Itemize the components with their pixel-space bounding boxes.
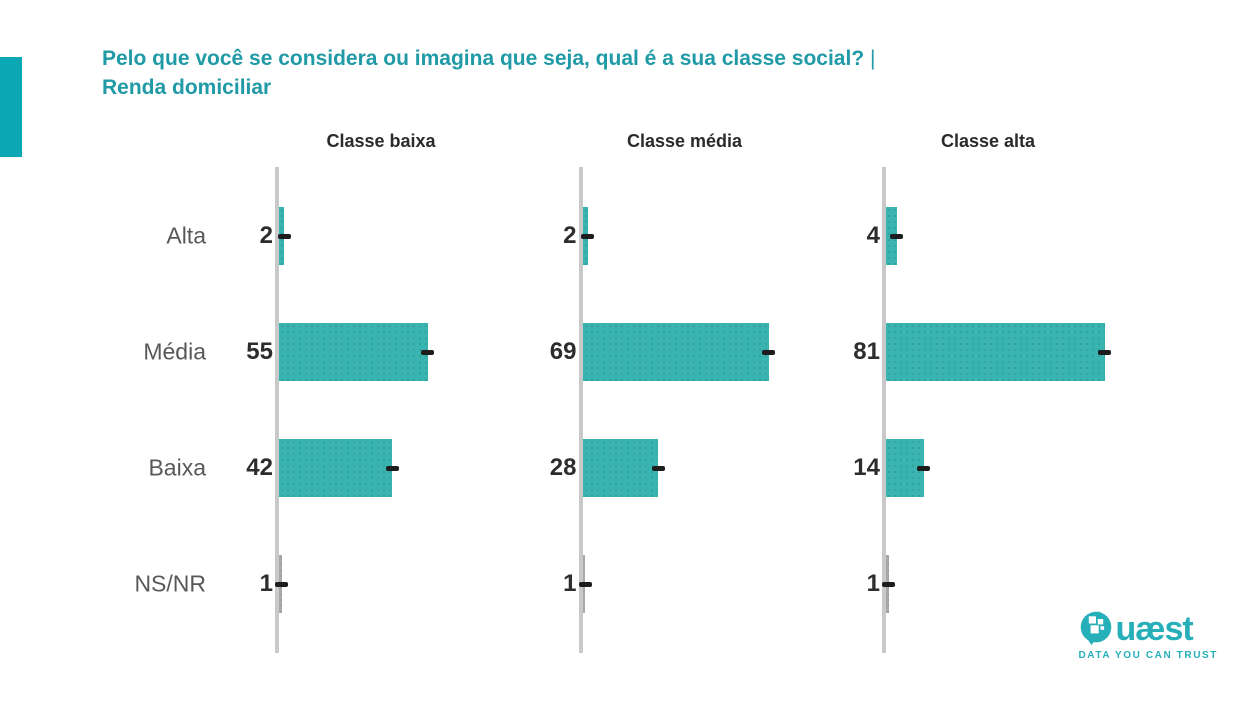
value-dash-marker: [421, 349, 434, 355]
value-label: 1: [866, 570, 880, 597]
value-dash-marker: [385, 465, 399, 471]
value-label: 2: [259, 222, 273, 249]
value-dash-marker: [1098, 349, 1112, 355]
row-label-alta: Alta: [166, 222, 206, 249]
value-dash-marker: [651, 465, 665, 471]
row-label-baixa: Baixa: [148, 454, 206, 481]
value-label: 4: [866, 222, 880, 249]
panel-header-3: Classe alta: [940, 131, 1036, 151]
value-dash-marker: [581, 233, 595, 239]
value-dash-marker: [277, 233, 291, 239]
value-dash-marker: [890, 233, 904, 239]
bar: [886, 323, 1105, 381]
quaest-logo: uæst DATA YOU CAN TRUST: [1078, 610, 1218, 661]
bar: [279, 439, 393, 497]
axis-line-1: [275, 167, 279, 653]
value-label: 81: [853, 338, 880, 365]
axis-line-3: [882, 167, 886, 653]
bar: [279, 323, 428, 381]
value-dash-marker: [882, 581, 896, 587]
accent-bar: [0, 57, 22, 157]
value-label: 14: [853, 454, 880, 481]
value-label: 2: [563, 222, 577, 249]
axis-line-2: [578, 167, 583, 653]
value-dash-marker: [578, 581, 592, 587]
panel-header-1: Classe baixa: [326, 131, 436, 151]
quaest-q-icon: [1081, 611, 1112, 646]
title-separator: |: [870, 47, 876, 70]
bar: [582, 439, 659, 497]
value-label: 28: [549, 454, 577, 481]
panel-header-2: Classe média: [626, 131, 743, 151]
value-dash-marker: [917, 465, 931, 471]
quaest-wordmark: uæst: [1115, 610, 1193, 648]
row-label-mdia: Média: [143, 338, 206, 365]
value-label: 1: [259, 570, 273, 597]
page-title: Pelo que você se considera ou imagina qu…: [102, 44, 1182, 102]
value-label: 55: [246, 338, 273, 365]
title-line2: Renda domiciliar: [102, 76, 272, 99]
value-label: 42: [246, 454, 273, 481]
bar: [582, 323, 769, 381]
title-line1: Pelo que você se considera ou imagina qu…: [102, 47, 865, 70]
logo-tagline: DATA YOU CAN TRUST: [1078, 650, 1218, 661]
value-label: 69: [549, 338, 577, 365]
value-dash-marker: [275, 581, 289, 587]
value-label: 1: [563, 570, 577, 597]
logo-row: uæst: [1078, 610, 1218, 646]
row-label-nsnr: NS/NR: [134, 570, 206, 597]
value-dash-marker: [762, 349, 776, 355]
